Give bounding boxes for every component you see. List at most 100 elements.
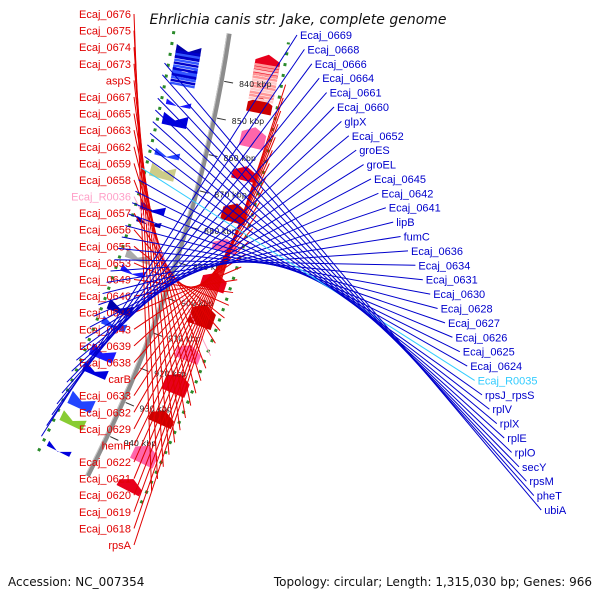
label-leader-line	[164, 62, 542, 511]
forward-gene-label: Ecaj_0667	[79, 92, 131, 104]
rrna-cluster-block	[253, 65, 279, 73]
reverse-gene-arrow	[88, 342, 117, 364]
reverse-gene-label: lipB	[396, 217, 414, 229]
forward-gene-arrow	[187, 304, 216, 331]
forward-gene-label: Ecaj_0653	[79, 258, 131, 270]
reverse-gene-arrow	[101, 315, 128, 333]
forward-gene-label: Ecaj_0659	[79, 158, 131, 170]
gene-labels: Ecaj_0676 Ecaj_0675 Ecaj_0674 Ecaj_0673 aspS…	[41, 9, 567, 552]
scale-tick-label: 850 kbp	[232, 117, 265, 126]
label-leader-line	[131, 202, 453, 338]
reverse-cluster-block	[174, 58, 200, 66]
forward-gene-label: Ecaj_0655	[79, 241, 131, 253]
reverse-gene-label: Ecaj_0630	[433, 289, 485, 301]
forward-gene-label: carB	[108, 374, 131, 386]
reverse-gene-label: fumC	[404, 232, 430, 244]
reverse-cluster-block	[172, 67, 198, 74]
label-leader-line	[85, 164, 364, 339]
reverse-gene-label: glpX	[344, 116, 367, 128]
reverse-gene-label: Ecaj_0664	[322, 73, 374, 85]
scale-tick-label: 930 kbp	[139, 405, 172, 414]
forward-gene-label: Ecaj_0656	[79, 225, 131, 237]
scale-tick-label: 840 kbp	[239, 80, 272, 89]
label-leader-line	[61, 92, 327, 394]
topology-text: Topology: circular; Length: 1,315,030 bp…	[273, 575, 592, 589]
forward-gene-label: Ecaj_0673	[79, 59, 131, 71]
forward-gene-label: Ecaj_0674	[79, 42, 131, 54]
forward-gene-label: Ecaj_0618	[79, 523, 131, 535]
forward-gene-label: Ecaj_0662	[79, 142, 131, 154]
reverse-gene-arrow	[59, 410, 87, 431]
label-leader-line	[71, 120, 342, 372]
reverse-cluster-block	[171, 69, 198, 77]
label-leader-line	[133, 113, 186, 419]
label-leader-line	[159, 86, 527, 482]
label-leader-line	[133, 163, 270, 446]
label-leader-line	[154, 109, 512, 453]
label-leader-line	[135, 190, 461, 353]
reverse-gene-label: Ecaj_0624	[470, 361, 522, 373]
reverse-cluster-block	[175, 52, 201, 60]
label-leader-line	[152, 121, 505, 439]
forward-gene-label: Ecaj_0649	[79, 275, 131, 287]
reverse-gene-arrow	[139, 200, 167, 216]
forward-gene-label: Ecaj_0675	[79, 26, 131, 38]
forward-gene-label: Ecaj_0676	[79, 9, 131, 21]
label-leader-line	[144, 156, 483, 396]
reverse-gene-arrow	[120, 264, 147, 279]
reverse-gene-label: Ecaj_0642	[381, 188, 433, 200]
label-leader-line	[133, 110, 282, 512]
rrna-cluster-block	[250, 87, 276, 95]
label-leader-line	[138, 179, 468, 367]
label-leader-line	[133, 215, 257, 380]
forward-gene-label: Ecaj_0665	[79, 109, 131, 121]
scale-tick-label: 910 kbp	[168, 335, 201, 344]
reverse-gene-label: pheT	[537, 491, 562, 503]
reverse-gene-arrow	[46, 440, 72, 457]
label-leader-line	[41, 34, 298, 437]
reverse-gene-label: groEL	[367, 160, 396, 172]
reverse-gene-arrow	[165, 98, 192, 109]
forward-gene-label: Ecaj_0632	[79, 407, 131, 419]
label-leader-line	[76, 135, 350, 361]
rrna-cluster-block	[254, 62, 280, 70]
label-leader-line	[147, 144, 490, 410]
rrna-cluster-block	[248, 93, 275, 101]
reverse-cluster-block	[170, 78, 196, 86]
label-leader-line	[66, 106, 335, 383]
reverse-cluster-block	[173, 64, 199, 71]
scale-tick-mark	[216, 117, 226, 121]
reverse-cluster-block	[175, 49, 201, 57]
reverse-gene-label: Ecaj_0628	[441, 303, 493, 315]
label-leader-line	[128, 213, 446, 324]
forward-gene-label: Ecaj_0621	[79, 474, 131, 486]
label-leader-line	[133, 179, 207, 369]
label-leader-line	[149, 132, 498, 425]
label-leader-line	[133, 150, 273, 463]
scale-tick-label: 940 kbp	[124, 439, 157, 448]
rrna-cluster-block	[252, 75, 278, 83]
label-leader-line	[133, 262, 230, 306]
reverse-gene-label: rplO	[515, 447, 536, 459]
reverse-gene-label: Ecaj_0652	[352, 131, 404, 143]
forward-gene-label: Ecaj_0663	[79, 125, 131, 137]
reverse-gene-label: ubiA	[544, 505, 567, 517]
reverse-gene-label: Ecaj_0669	[300, 30, 352, 42]
forward-gene-label: Ecaj_0639	[79, 341, 131, 353]
reverse-gene-label: rplX	[500, 419, 520, 431]
forward-gene-label: Ecaj_0620	[79, 490, 131, 502]
reverse-gene-label: Ecaj_0636	[411, 246, 463, 258]
label-leader-line	[133, 240, 250, 347]
label-leader-line	[133, 123, 279, 496]
scale-tick-mark	[199, 190, 209, 194]
reverse-gene-label: Ecaj_0625	[463, 347, 515, 359]
reverse-gene-label: rpsJ_rpsS	[485, 390, 535, 402]
forward-gene-label: Ecaj_0657	[79, 208, 131, 220]
reverse-gene-label: Ecaj_0668	[307, 44, 359, 56]
scale-tick-label: 880 kbp	[204, 227, 237, 236]
reverse-gene-label: Ecaj_0634	[418, 260, 470, 272]
scale-tick-mark	[125, 402, 135, 407]
reverse-gene-label: Ecaj_0645	[374, 174, 426, 186]
label-leader-line	[80, 149, 357, 350]
